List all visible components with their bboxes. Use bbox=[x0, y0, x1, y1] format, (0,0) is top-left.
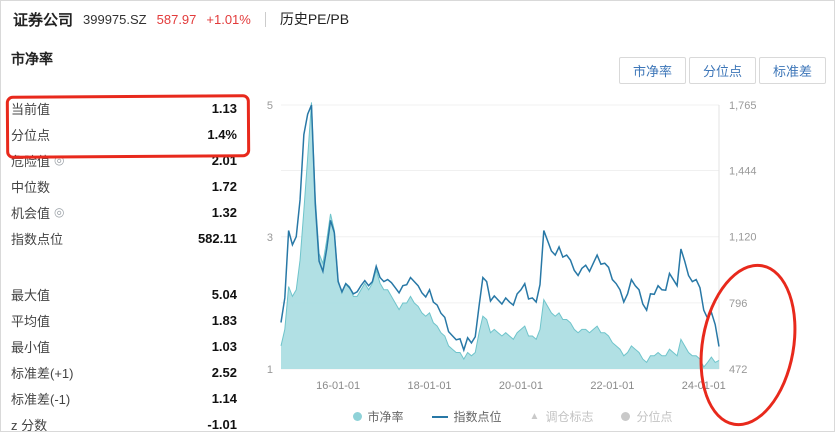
x-axis-tick: 22-01-01 bbox=[590, 380, 634, 392]
stat-row: 指数点位 582.11 bbox=[11, 225, 237, 251]
legend-label: 指数点位 bbox=[453, 410, 502, 424]
stat-value: -1.01 bbox=[207, 416, 237, 432]
chart-legend: 市净率 指数点位 ▲ 调仓标志 分位点 bbox=[251, 408, 774, 425]
pb-index-chart: 1 3 5 472 796 1,120 1,444 1,765 16-01-01 18-01-01… bbox=[267, 100, 757, 392]
toolbar-button-pb[interactable]: 市净率 bbox=[618, 57, 686, 84]
x-axis-tick: 20-01-01 bbox=[499, 380, 543, 392]
index-change-percent: +1.01% bbox=[206, 11, 251, 27]
stat-row: z 分数 -1.01 bbox=[11, 411, 237, 432]
index-code: 399975.SZ bbox=[83, 11, 147, 27]
stat-row: 分位点 1.4% bbox=[11, 121, 237, 147]
x-axis-tick: 16-01-01 bbox=[316, 380, 360, 392]
stat-label: 平均值 bbox=[11, 313, 51, 329]
stat-row: 最小值 1.03 bbox=[11, 333, 237, 359]
pb-area-series bbox=[281, 102, 719, 370]
stat-label: 最大值 bbox=[11, 287, 51, 303]
x-axis-tick: 24-01-01 bbox=[682, 380, 726, 392]
left-axis-tick: 3 bbox=[267, 232, 273, 244]
legend-line-marker bbox=[431, 415, 448, 418]
legend-dot-marker bbox=[621, 412, 631, 421]
legend-dot-marker bbox=[352, 412, 362, 421]
stat-row: 标准差(-1) 1.14 bbox=[11, 385, 237, 411]
legend-label: 调仓标志 bbox=[545, 410, 594, 424]
right-axis-tick: 472 bbox=[729, 364, 747, 376]
legend-label: 分位点 bbox=[636, 410, 673, 424]
stat-row: 平均值 1.83 bbox=[11, 307, 237, 333]
info-icon[interactable]: ◎ bbox=[54, 205, 65, 219]
stat-value: 2.52 bbox=[211, 364, 237, 380]
history-pepb-title: 历史PE/PB bbox=[279, 11, 350, 27]
header-divider bbox=[264, 11, 266, 27]
panel-title: 市净率 bbox=[11, 51, 53, 67]
stat-label: 标准差(-1) bbox=[11, 391, 71, 407]
toolbar-button-stddev[interactable]: 标准差 bbox=[758, 57, 826, 84]
stat-row: 危险值 ◎ 2.01 bbox=[11, 147, 237, 173]
index-line-series bbox=[280, 104, 720, 353]
stats-panel: 市净率 当前值 1.13 分位点 1.4% 危险值 ◎ 2.01 中位数 1.72 机会值 ◎ 1.3… bbox=[1, 37, 251, 432]
stat-value: 1.32 bbox=[211, 204, 237, 220]
pb-area-edge bbox=[280, 102, 720, 368]
chart-area: 市净率 分位点 标准差 1 3 5 472 796 1,120 1,444 1,765 16-01-… bbox=[251, 37, 834, 431]
stat-value: 1.13 bbox=[211, 100, 237, 116]
stat-label: z 分数 bbox=[11, 417, 48, 432]
chart-toolbar: 市净率 分位点 标准差 bbox=[618, 57, 826, 84]
legend-item-rebalance-flag[interactable]: ▲ 调仓标志 bbox=[530, 408, 594, 425]
stat-row: 机会值 ◎ 1.32 bbox=[11, 199, 237, 225]
legend-label: 市净率 bbox=[367, 410, 404, 424]
stat-value: 2.01 bbox=[211, 152, 237, 168]
info-icon[interactable]: ◎ bbox=[54, 153, 65, 167]
left-axis-tick: 5 bbox=[267, 100, 273, 112]
stat-value: 1.83 bbox=[211, 312, 237, 328]
legend-triangle-marker: ▲ bbox=[529, 410, 540, 422]
stats-list-spacer bbox=[11, 251, 237, 281]
stat-value: 1.72 bbox=[211, 178, 237, 194]
stat-label: 机会值 ◎ bbox=[11, 205, 65, 221]
stat-label: 危险值 ◎ bbox=[11, 153, 65, 169]
stats-list-primary: 当前值 1.13 分位点 1.4% 危险值 ◎ 2.01 中位数 1.72 机会值 ◎ 1.32 指数点… bbox=[11, 95, 237, 251]
right-axis-tick: 1,765 bbox=[729, 100, 757, 112]
index-name: 证券公司 bbox=[13, 11, 74, 29]
stat-row: 标准差(+1) 2.52 bbox=[11, 359, 237, 385]
stat-value: 1.03 bbox=[211, 338, 237, 354]
stat-label: 最小值 bbox=[11, 339, 51, 355]
main-content: 市净率 当前值 1.13 分位点 1.4% 危险值 ◎ 2.01 中位数 1.72 机会值 ◎ 1.3… bbox=[1, 37, 834, 432]
legend-item-percentile[interactable]: 分位点 bbox=[621, 408, 672, 425]
right-axis-tick: 796 bbox=[729, 298, 747, 310]
stat-row: 中位数 1.72 bbox=[11, 173, 237, 199]
stat-label: 标准差(+1) bbox=[11, 365, 74, 381]
stat-value: 1.4% bbox=[207, 126, 237, 142]
stat-label: 当前值 bbox=[11, 101, 51, 117]
stat-label: 指数点位 bbox=[11, 231, 64, 247]
stat-label: 分位点 bbox=[11, 127, 51, 143]
left-axis-tick: 1 bbox=[267, 364, 273, 376]
header-bar: 证券公司 399975.SZ 587.97 +1.01% 历史PE/PB bbox=[1, 1, 834, 37]
stat-row: 当前值 1.13 bbox=[11, 95, 237, 121]
index-price: 587.97 bbox=[156, 11, 197, 27]
stat-label: 中位数 bbox=[11, 179, 51, 195]
right-axis-tick: 1,120 bbox=[729, 232, 757, 244]
stat-value: 582.11 bbox=[197, 230, 237, 246]
stat-value: 5.04 bbox=[211, 286, 237, 302]
stat-value: 1.14 bbox=[211, 390, 237, 406]
stat-row: 最大值 5.04 bbox=[11, 281, 237, 307]
x-axis-tick: 18-01-01 bbox=[408, 380, 452, 392]
stats-list-secondary: 最大值 5.04 平均值 1.83 最小值 1.03 标准差(+1) 2.52 标准差(-1) 1… bbox=[11, 281, 237, 432]
legend-item-index-level[interactable]: 指数点位 bbox=[431, 408, 502, 425]
legend-item-pb[interactable]: 市净率 bbox=[352, 408, 404, 425]
toolbar-button-percentile[interactable]: 分位点 bbox=[688, 57, 756, 84]
right-axis-tick: 1,444 bbox=[729, 166, 757, 178]
